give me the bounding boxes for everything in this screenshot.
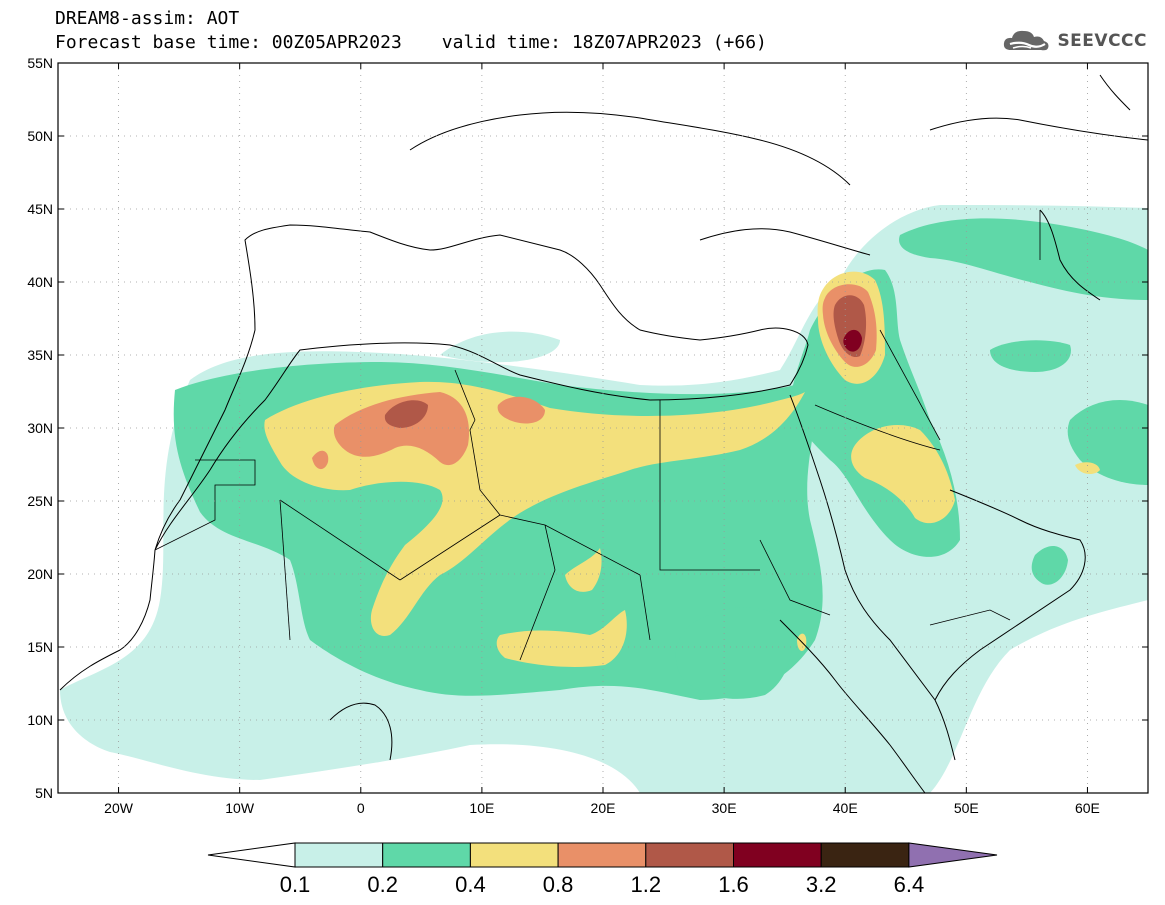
latitude-label: 30N: [27, 420, 53, 436]
latitude-label: 10N: [27, 712, 53, 728]
colorbar-label: 1.2: [631, 872, 662, 897]
latitude-label: 15N: [27, 639, 53, 655]
latitude-label: 25N: [27, 493, 53, 509]
aot-fields: [58, 63, 1148, 793]
longitude-label: 50E: [954, 800, 979, 816]
seevccc-logo: SEEVCCC: [1001, 26, 1147, 56]
longitude-label: 10E: [469, 800, 494, 816]
colorbar-min-arrow: [207, 842, 296, 868]
base-time: Forecast base time: 00Z05APR2023: [55, 32, 402, 53]
colorbar-max-arrow: [908, 842, 998, 868]
longitude-label: 40E: [833, 800, 858, 816]
colorbar-segment: [557, 842, 647, 868]
colorbar-segment: [645, 842, 734, 868]
colorbar-labels: 0.1 0.2 0.4 0.8 1.2 1.6 3.2 6.4: [280, 872, 924, 897]
map-title: DREAM8-assim: AOT: [55, 8, 240, 29]
coastlines: [59, 74, 1148, 793]
latitude-label: 45N: [27, 201, 53, 217]
valid-time: valid time: 18Z07APR2023 (+66): [441, 32, 767, 53]
longitude-label: 20E: [591, 800, 616, 816]
latitude-labels: 55N 50N 45N 40N 35N 30N 25N 20N 15N 10N 5N: [27, 55, 53, 801]
colorbar-label: 0.1: [280, 872, 311, 897]
longitude-label: 10W: [225, 800, 255, 816]
aot-colorbar: [207, 842, 998, 868]
aot-band-1-6: [843, 329, 862, 352]
latitude-label: 40N: [27, 274, 53, 290]
cloud-icon: [1004, 30, 1049, 51]
longitude-label: 30E: [712, 800, 737, 816]
colorbar-segment: [469, 842, 559, 868]
logo-text: SEEVCCC: [1057, 31, 1147, 51]
colorbar-segment: [382, 842, 471, 868]
colorbar-label: 0.4: [455, 872, 486, 897]
country-borders: [154, 210, 1041, 661]
latitude-label: 50N: [27, 128, 53, 144]
forecast-times: Forecast base time: 00Z05APR2023 valid ti…: [55, 32, 767, 53]
colorbar-label: 0.2: [367, 872, 398, 897]
longitude-label: 0: [357, 800, 365, 816]
latitude-label: 55N: [27, 55, 53, 71]
latitude-label: 35N: [27, 347, 53, 363]
latitude-label: 20N: [27, 566, 53, 582]
colorbar-segment: [820, 842, 910, 868]
longitude-labels: 20W 10W 0 10E 20E 30E 40E 50E 60E: [104, 800, 1100, 816]
colorbar-label: 6.4: [894, 872, 925, 897]
longitude-label: 60E: [1075, 800, 1100, 816]
colorbar-label: 3.2: [806, 872, 837, 897]
colorbar-label: 1.6: [718, 872, 749, 897]
longitude-label: 20W: [104, 800, 134, 816]
graticule: [58, 62, 1148, 794]
colorbar-segment: [294, 842, 384, 868]
colorbar-label: 0.8: [543, 872, 574, 897]
latitude-label: 5N: [35, 785, 53, 801]
colorbar-segment: [733, 842, 822, 868]
